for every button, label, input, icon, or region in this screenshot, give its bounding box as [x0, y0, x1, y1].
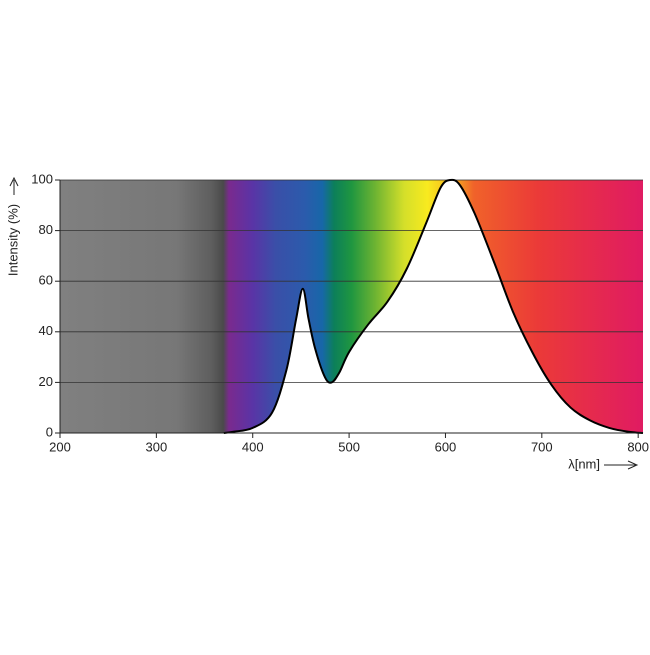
- x-arrow: [604, 460, 639, 470]
- x-tick-label: 600: [435, 439, 457, 454]
- x-tick-label: 500: [338, 439, 360, 454]
- mark-group: [223, 178, 644, 434]
- y-tick-label: 60: [39, 273, 53, 288]
- y-tick-label: 100: [31, 171, 53, 186]
- y-tick-label: 80: [39, 222, 53, 237]
- y-tick-label: 0: [46, 424, 53, 439]
- y-axis-title: Intensity (%): [5, 204, 20, 276]
- area-under-curve: [223, 179, 644, 433]
- x-tick-label: 800: [627, 439, 649, 454]
- x-tick-label: 400: [242, 439, 264, 454]
- x-tick-label: 300: [146, 439, 168, 454]
- x-tick-label: 200: [49, 439, 71, 454]
- x-axis-title: λ[nm]: [568, 456, 600, 471]
- y-tick-label: 40: [39, 323, 53, 338]
- y-tick-label: 20: [39, 374, 53, 389]
- x-tick-label: 700: [531, 439, 553, 454]
- area-group: [223, 179, 644, 433]
- y-arrow: [9, 176, 19, 195]
- spectrum-line: [223, 178, 644, 434]
